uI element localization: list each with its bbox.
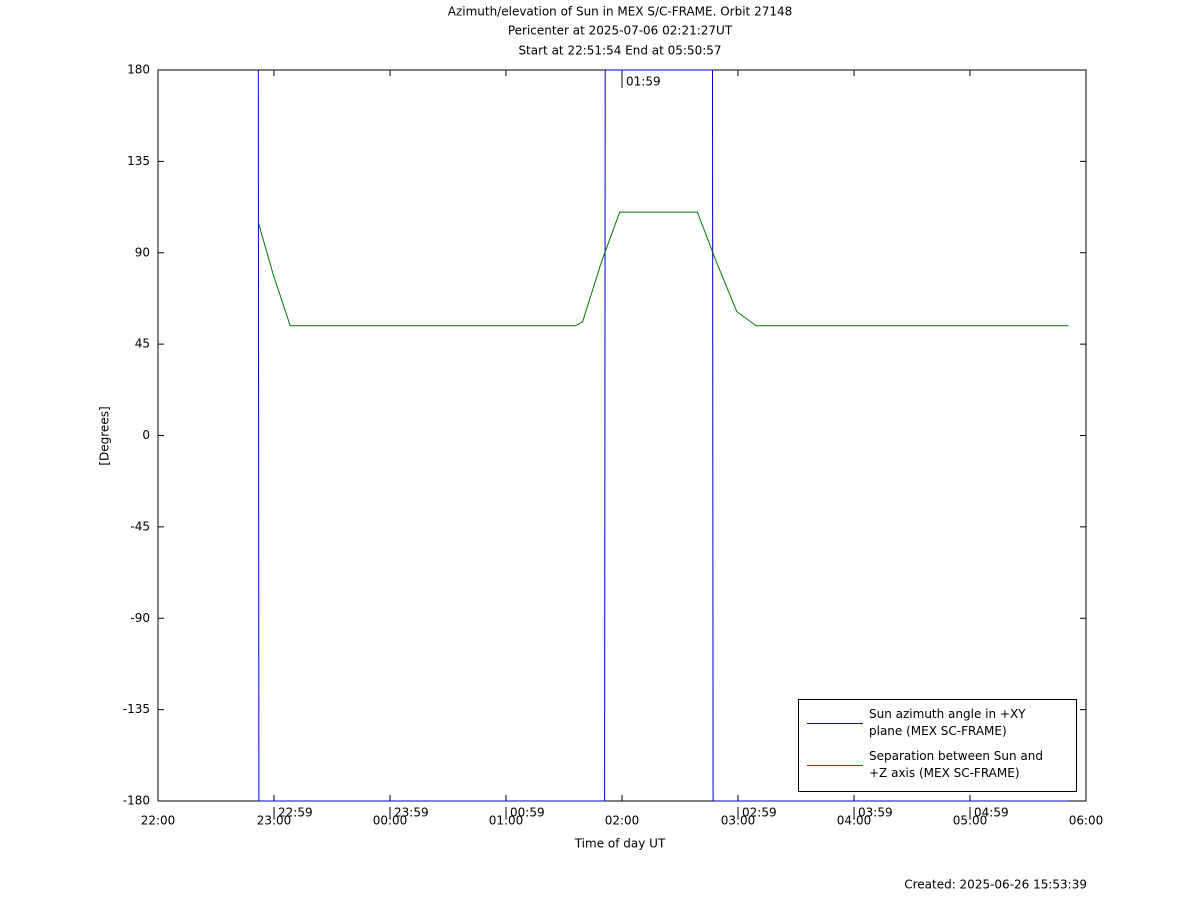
- y-tick-label: 45: [135, 337, 150, 351]
- annotation: 22:59: [278, 806, 313, 820]
- series-line: [257, 69, 1069, 802]
- legend-swatch: [807, 764, 863, 766]
- y-tick-label: -45: [130, 519, 150, 533]
- legend-label: Sun azimuth angle in +XY plane (MEX SC-F…: [869, 707, 1026, 738]
- x-tick-label: 04:00: [837, 814, 872, 828]
- x-tick-label: 22:00: [141, 814, 176, 828]
- y-tick-label: -180: [123, 794, 150, 808]
- legend: Sun azimuth angle in +XY plane (MEX SC-F…: [798, 699, 1077, 792]
- x-tick-label: 05:00: [953, 814, 988, 828]
- x-axis-label: Time of day UT: [574, 837, 666, 851]
- legend-swatch: [807, 722, 863, 724]
- y-axis-label: [Degrees]: [98, 406, 112, 465]
- annotation: 00:59: [510, 806, 545, 820]
- chart-title: Azimuth/elevation of Sun in MEX S/C-FRAM…: [448, 5, 793, 19]
- plot-frame: [157, 69, 1087, 802]
- x-tick-label: 23:00: [257, 814, 292, 828]
- footer: Created: 2025-06-26 15:53:39: [904, 878, 1087, 892]
- annotation: 04:59: [974, 806, 1009, 820]
- annotation: 23:59: [394, 806, 429, 820]
- legend-entry: Separation between Sun and +Z axis (MEX …: [807, 748, 1072, 782]
- y-tick-label: -90: [130, 611, 150, 625]
- y-tick-label: 90: [135, 245, 150, 259]
- annotation: 03:59: [858, 806, 893, 820]
- y-tick-label: 135: [127, 154, 150, 168]
- annotation: 02:59: [742, 806, 777, 820]
- legend-label: Separation between Sun and +Z axis (MEX …: [869, 749, 1043, 780]
- legend-entry: Sun azimuth angle in +XY plane (MEX SC-F…: [807, 706, 1072, 740]
- y-tick-label: -135: [123, 702, 150, 716]
- y-tick-label: 180: [127, 63, 150, 77]
- chart-subtitle: Pericenter at 2025-07-06 02:21:27UT: [508, 24, 733, 38]
- annotation: 01:59: [626, 75, 661, 89]
- x-tick-label: 02:00: [605, 814, 640, 828]
- x-tick-label: 06:00: [1069, 814, 1104, 828]
- x-tick-label: 01:00: [489, 814, 524, 828]
- y-tick-label: 0: [142, 428, 150, 442]
- series-line: [257, 211, 1069, 327]
- chart-subtitle: Start at 22:51:54 End at 05:50:57: [518, 44, 721, 58]
- x-tick-label: 00:00: [373, 814, 408, 828]
- x-tick-label: 03:00: [721, 814, 756, 828]
